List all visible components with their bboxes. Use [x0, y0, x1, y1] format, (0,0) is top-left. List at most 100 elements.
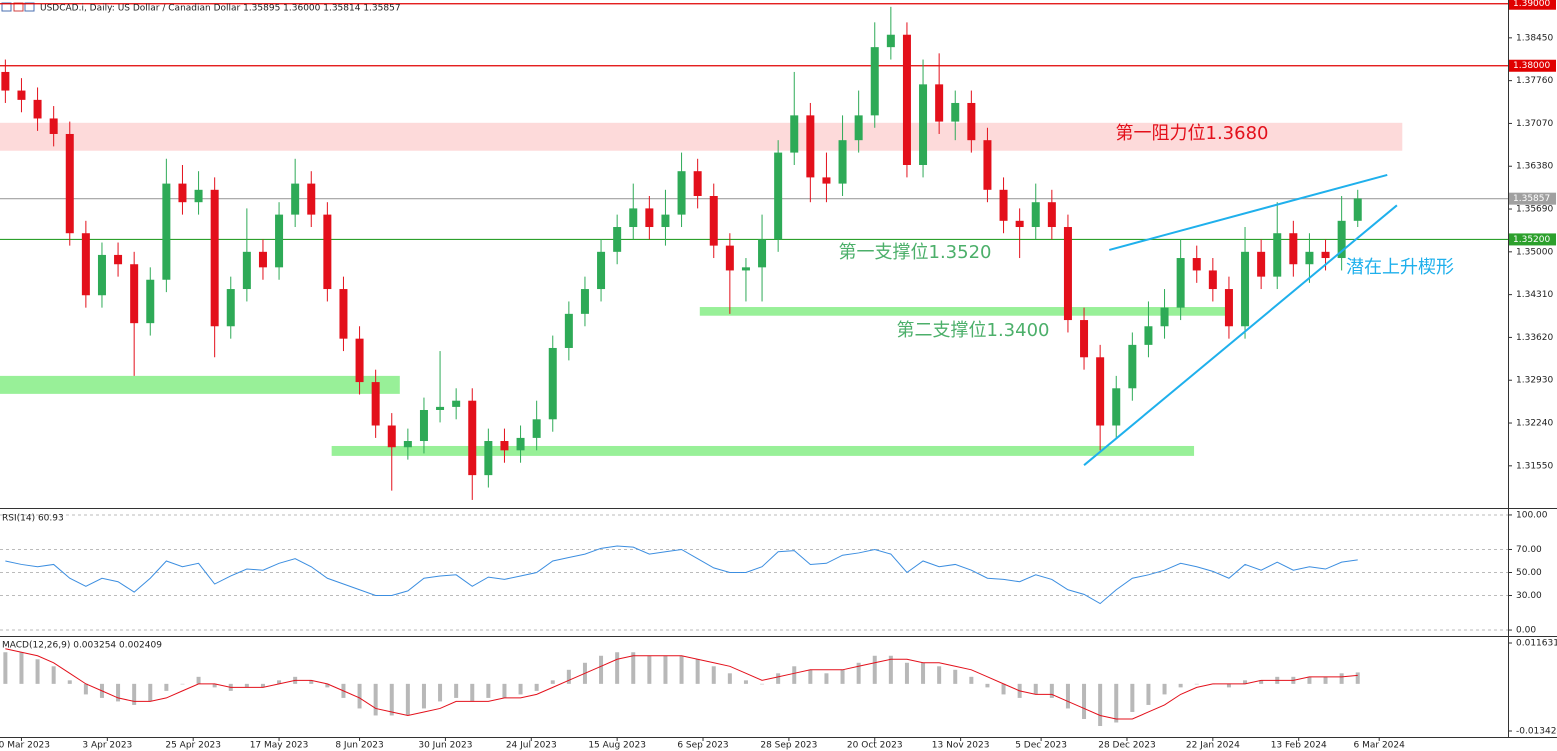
macd-bar: [631, 652, 636, 684]
macd-bar: [35, 659, 40, 684]
candle-body: [822, 177, 831, 184]
macd-bar: [438, 683, 443, 702]
macd-bar: [937, 666, 942, 684]
macd-bar: [1001, 683, 1006, 695]
macd-bar: [534, 683, 539, 691]
x-tick-label: 17 May 2023: [250, 741, 309, 751]
candle-body: [645, 208, 654, 228]
macd-bar: [277, 680, 282, 684]
menu-icon[interactable]: [1, 2, 12, 12]
macd-bar: [760, 683, 765, 685]
macd-bar: [132, 683, 137, 705]
candle-body: [33, 99, 42, 119]
x-tick-label: 22 Jan 2024: [1186, 741, 1240, 751]
level-label: 1.38000: [1513, 61, 1550, 71]
window-icon[interactable]: [24, 2, 35, 12]
candle-body: [613, 227, 622, 252]
trend-line: [1109, 173, 1388, 251]
macd-bar: [695, 659, 700, 684]
macd-bar: [325, 683, 330, 688]
macd-bar: [502, 683, 507, 698]
level-label-box: [1509, 59, 1556, 72]
panel-title: USDCAD.i, Daily: US Dollar / Canadian Do…: [40, 4, 401, 14]
candle-body: [774, 152, 783, 240]
candle-body: [1128, 344, 1137, 389]
candle-body: [1192, 258, 1201, 271]
macd-bar: [1355, 672, 1360, 684]
candle-body: [178, 183, 187, 203]
candle-body: [629, 208, 638, 228]
candle-body: [1305, 251, 1314, 265]
macd-bar: [148, 683, 153, 702]
macd-bar: [470, 683, 475, 702]
macd-bar: [3, 652, 8, 684]
macd-bar: [679, 655, 684, 684]
level-label: 1.35857: [1513, 194, 1550, 204]
chart-icon[interactable]: [13, 2, 24, 12]
candle-body: [1063, 227, 1072, 321]
macd-bar: [1098, 683, 1103, 727]
candle-body: [999, 189, 1008, 221]
candle-body: [1047, 202, 1056, 228]
macd-bar: [969, 676, 974, 684]
candle-body: [355, 338, 364, 383]
y-tick-label: 1.35000: [1516, 247, 1553, 257]
candle-body: [854, 115, 863, 141]
candle-body: [1337, 220, 1346, 259]
macd-bar: [727, 673, 732, 684]
candle-body: [403, 441, 412, 448]
candle-body: [725, 245, 734, 271]
level-label: 1.35200: [1513, 235, 1550, 245]
y-tick-label: 1.35690: [1516, 205, 1553, 215]
candle-body: [1257, 251, 1266, 277]
y-tick-label: 1.37760: [1516, 76, 1553, 86]
macd-bar: [953, 669, 958, 684]
signal-line: [5, 648, 1358, 720]
candle-body: [323, 214, 332, 290]
candle-body: [1080, 320, 1089, 358]
candle-body: [1144, 326, 1153, 345]
candle-body: [162, 183, 171, 280]
macd-bar: [566, 669, 571, 684]
candle-body: [1, 71, 10, 91]
level-label-box: [1509, 192, 1556, 205]
candle-body: [693, 171, 702, 197]
rsi-line: [5, 545, 1358, 605]
candle-body: [758, 239, 767, 268]
zone: [0, 375, 400, 394]
macd-bar: [1162, 683, 1167, 695]
candle-body: [1208, 270, 1217, 290]
macd-bar: [1130, 683, 1135, 712]
candle-body: [1289, 233, 1298, 265]
candle-body: [291, 183, 300, 215]
candle-body: [564, 313, 573, 348]
candle-body: [1160, 307, 1169, 327]
panel-title: MACD(12,26,9) 0.003254 0.002409: [2, 641, 162, 651]
macd-bar: [1065, 683, 1070, 709]
x-tick-label: 20 Oct 2023: [847, 741, 903, 751]
x-tick-label: 6 Sep 2023: [677, 741, 728, 751]
x-tick-label: 24 Jul 2023: [506, 741, 557, 751]
x-tick-label: 13 Nov 2023: [932, 741, 990, 751]
y-tick-label: 0.011631: [1516, 639, 1557, 649]
zone: [331, 445, 1195, 456]
macd-bar: [19, 652, 24, 684]
candle-body: [951, 102, 960, 122]
candle-body: [114, 254, 123, 265]
candle-body: [81, 233, 90, 296]
macd-bar: [1033, 683, 1038, 695]
macd-bar: [1114, 683, 1119, 723]
macd-bar: [647, 655, 652, 684]
x-tick-label: 25 Apr 2023: [165, 741, 221, 751]
macd-bar: [373, 683, 378, 716]
x-tick-label: 28 Sep 2023: [760, 741, 817, 751]
candle-body: [935, 84, 944, 122]
candle-body: [339, 289, 348, 339]
macd-bar: [1226, 683, 1231, 688]
candle-body: [806, 115, 815, 178]
y-tick-label: 100.00: [1516, 510, 1548, 520]
macd-bar: [840, 669, 845, 684]
level-label-box: [1509, 0, 1556, 10]
candle-body: [1015, 220, 1024, 228]
macd-bar: [421, 683, 426, 709]
